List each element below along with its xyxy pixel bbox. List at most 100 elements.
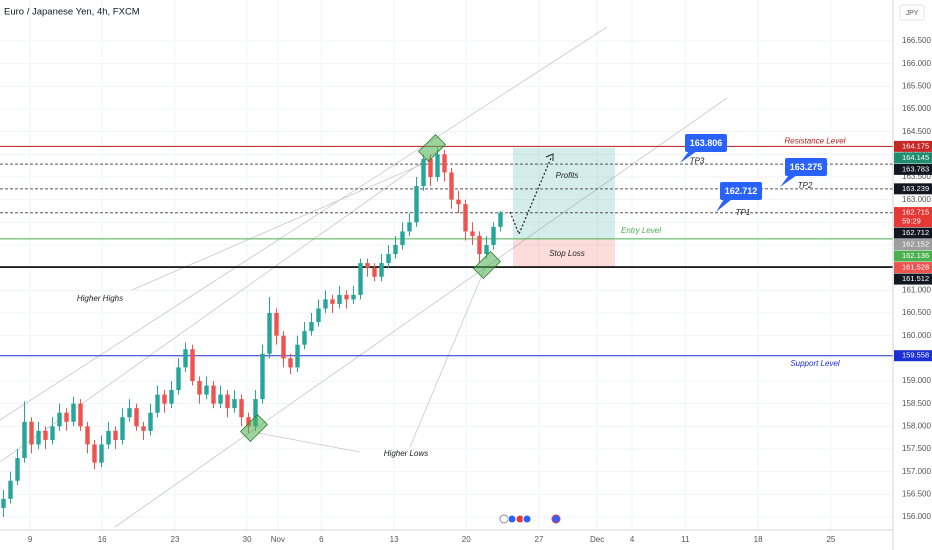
x-tick-label: Nov — [271, 535, 285, 544]
candle-body — [386, 254, 391, 264]
highlight — [417, 133, 447, 163]
candle-body — [330, 299, 335, 304]
price-label-bg — [894, 239, 932, 251]
price-label-bg — [894, 183, 932, 195]
candle-body — [1, 498, 6, 508]
x-tick-label: 6 — [319, 535, 324, 544]
candle-body — [50, 426, 55, 440]
price-label-bg — [894, 152, 932, 164]
level-text: TP3 — [690, 156, 705, 165]
callout-box — [685, 134, 727, 152]
candles — [1, 147, 503, 517]
candle-body — [211, 385, 216, 404]
candle-body — [414, 186, 419, 223]
price-label-bg — [894, 207, 932, 228]
candle-body — [309, 322, 314, 332]
candle-body — [43, 430, 48, 440]
candle-body — [302, 331, 307, 345]
candle-body — [407, 222, 412, 232]
candle-body — [253, 399, 258, 427]
event-icon[interactable] — [499, 514, 509, 524]
level-text: Entry Level — [621, 226, 661, 235]
candle-body — [344, 294, 349, 300]
callout-label: 163.806 — [690, 138, 723, 148]
profit-box — [513, 147, 615, 239]
y-tick-label: 156.000 — [902, 512, 931, 521]
candle-body — [71, 403, 76, 422]
candle-body — [85, 426, 90, 445]
candle-body — [148, 412, 153, 431]
x-tick-label: 9 — [28, 535, 33, 544]
candle-body — [57, 412, 62, 427]
x-tick-label: 27 — [535, 535, 544, 544]
price-label-bg — [894, 273, 932, 285]
candle-body — [176, 367, 181, 391]
y-tick-label: 164.500 — [902, 127, 931, 136]
candle-body — [134, 408, 139, 427]
candle-body — [15, 458, 20, 481]
price-label: 163.783 — [902, 164, 929, 173]
price-label: 161.512 — [902, 274, 929, 283]
price-axis: 156.000 156.500 157.000 157.500 158.000 158.5… — [28, 36, 932, 544]
candle-body — [197, 380, 202, 395]
candle-body — [435, 154, 440, 177]
y-tick-label: 161.000 — [902, 285, 931, 294]
price-label: 162.715 — [902, 208, 929, 217]
candle-body — [36, 430, 41, 445]
candle-body — [155, 394, 160, 413]
x-tick-label: 11 — [681, 535, 690, 544]
callout-label: 162.712 — [725, 186, 758, 196]
level-text: TP2 — [798, 181, 813, 190]
candle-body — [232, 399, 237, 409]
candle-body — [351, 294, 356, 300]
candle-body — [113, 430, 118, 440]
level-text: Support Level — [790, 359, 840, 368]
currency-badge — [899, 4, 925, 21]
price-label: 162.136 — [902, 251, 929, 260]
price-label-bg — [894, 163, 932, 175]
level-text: TP1 — [736, 208, 751, 217]
candle-body — [337, 294, 342, 304]
candle-body — [449, 172, 454, 200]
y-tick-label: 157.500 — [902, 444, 931, 453]
candle-body — [8, 480, 13, 499]
profit-text: Profits — [556, 171, 579, 180]
candle-body — [169, 390, 174, 404]
event-icon[interactable] — [551, 514, 561, 524]
candle-body — [246, 417, 251, 427]
channel-line — [114, 97, 728, 528]
price-label: 162.712 — [902, 228, 929, 237]
candle-body — [295, 344, 300, 368]
price-label-bg — [894, 140, 932, 152]
pointer-line — [257, 432, 361, 453]
candle-body — [456, 199, 461, 205]
callout-tail — [680, 151, 697, 163]
pointer-line — [131, 162, 426, 291]
candle-body — [127, 408, 132, 418]
candle-body — [393, 244, 398, 255]
callout-box — [720, 182, 762, 200]
candle-body — [274, 312, 279, 336]
y-tick-label: 165.000 — [902, 104, 931, 113]
y-tick-label: 160.000 — [902, 331, 931, 340]
event-icon[interactable] — [507, 514, 517, 524]
level-text: Resistance Level — [785, 136, 846, 145]
callout-box — [785, 158, 827, 176]
highlight — [472, 250, 502, 280]
annotation: Higher Highs — [77, 294, 123, 303]
x-tick-label: 30 — [243, 535, 252, 544]
candle-body — [204, 385, 209, 395]
candle-body — [323, 299, 328, 309]
projection-arrow — [545, 153, 554, 161]
price-label: 164.175 — [902, 141, 929, 150]
candle-body — [29, 421, 34, 445]
y-tick-label: 157.000 — [902, 467, 931, 476]
x-tick-label: 16 — [98, 535, 107, 544]
candle-body — [484, 244, 489, 255]
price-label: 164.145 — [902, 153, 929, 162]
y-tick-label: 158.000 — [902, 421, 931, 430]
candle-body — [281, 335, 286, 359]
candle-body — [316, 308, 321, 323]
candle-body — [477, 235, 482, 255]
event-icon[interactable] — [522, 514, 532, 524]
